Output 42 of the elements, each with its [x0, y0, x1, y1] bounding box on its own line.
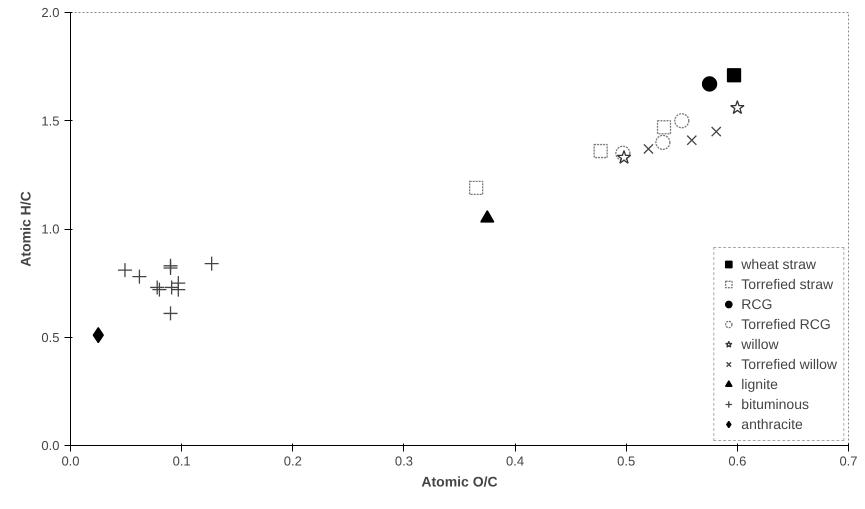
- x-axis-title: Atomic O/C: [421, 474, 498, 490]
- legend-label: Torrefied straw: [741, 276, 834, 292]
- point: [702, 76, 718, 92]
- point: [686, 134, 698, 146]
- point: [162, 306, 178, 322]
- x-tick-label: 0.4: [506, 454, 524, 468]
- point: [643, 144, 654, 154]
- point: [594, 144, 608, 158]
- x-tick-label: 0.3: [394, 454, 413, 468]
- point: [616, 150, 632, 164]
- point: [469, 180, 484, 196]
- point: [730, 100, 745, 114]
- point: [656, 120, 672, 134]
- point: [710, 126, 722, 137]
- x-tick-label: 0.1: [172, 454, 191, 468]
- point: [726, 68, 742, 82]
- x-tick-label: 0.5: [617, 454, 636, 468]
- legend-label: RCG: [741, 296, 772, 312]
- point: [655, 134, 671, 150]
- legend-label: Torrefied willow: [741, 356, 837, 372]
- y-tick-label: 2.0: [41, 5, 60, 20]
- legend-label: Torrefied RCG: [741, 316, 831, 332]
- point: [674, 113, 690, 128]
- legend-label: willow: [741, 336, 779, 352]
- point: [132, 268, 148, 284]
- legend-label: anthracite: [741, 416, 803, 432]
- point: [170, 282, 186, 298]
- point: [117, 262, 133, 278]
- y-tick-label: 1.0: [41, 222, 60, 236]
- point: [204, 256, 220, 272]
- x-tick-label: 0.6: [728, 454, 746, 468]
- x-tick-label: 0.7: [839, 454, 858, 468]
- x-tick-label: 0.2: [284, 454, 302, 468]
- point: [615, 146, 631, 161]
- legend-label: lignite: [741, 376, 778, 392]
- y-tick-label: 1.5: [41, 113, 60, 128]
- y-tick-label: 0.0: [41, 438, 60, 453]
- legend-label: wheat straw: [741, 256, 816, 272]
- legend-label: bituminous: [741, 396, 809, 412]
- x-tick-label: 0.0: [61, 454, 80, 468]
- y-tick-label: 0.5: [41, 330, 60, 345]
- y-axis-title: Atomic H/C: [17, 191, 34, 267]
